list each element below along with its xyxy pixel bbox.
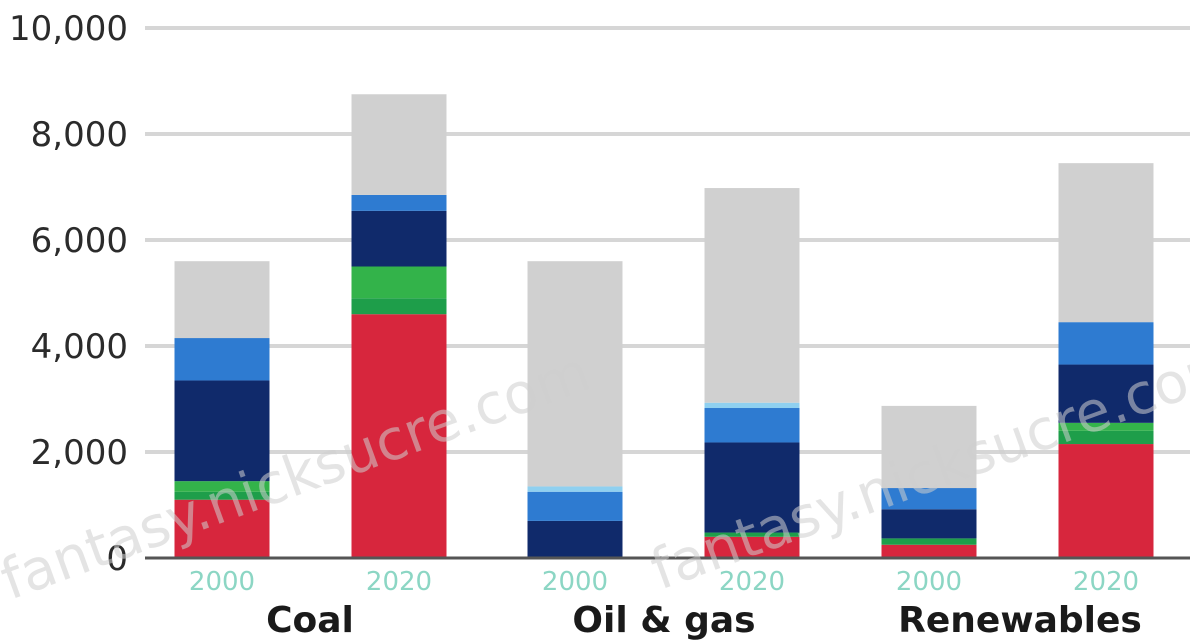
bar-segment [174, 338, 270, 381]
x-category-label: 2000 [542, 567, 608, 597]
group-label: Oil & gas [572, 600, 755, 641]
x-category-label: 2020 [719, 567, 785, 597]
bar-segment [704, 442, 800, 533]
bar-segment [1058, 444, 1154, 558]
bar-segment [881, 488, 977, 510]
bar-segment [351, 194, 447, 211]
bar-segment [351, 210, 447, 267]
bar-segment [527, 261, 623, 487]
bar-segment [527, 520, 623, 558]
bar-segment [174, 499, 270, 558]
bar-segment [527, 491, 623, 521]
bars [174, 94, 1154, 558]
y-tick-label: 10,000 [9, 9, 128, 49]
group-label: Renewables [898, 600, 1142, 641]
bar-segment [881, 544, 977, 558]
x-category-label: 2000 [896, 567, 962, 597]
bar-segment [351, 266, 447, 299]
bar-segment [1058, 322, 1154, 365]
bar-segment [704, 532, 800, 537]
gridlines [145, 26, 1190, 454]
y-tick-label: 8,000 [31, 115, 128, 155]
bar-segment [351, 94, 447, 195]
labels: 0 2,000 4,000 6,000 8,000 10,000 2000 2020 2000 2… [9, 9, 1142, 641]
bar-segment [881, 405, 977, 489]
bar-segment [1058, 430, 1154, 445]
group-label: Coal [266, 600, 354, 641]
bar-segment [704, 402, 800, 409]
bar-segment [704, 188, 800, 403]
bar-segment [1058, 163, 1154, 323]
x-category-label: 2020 [366, 567, 432, 597]
bar-segment [174, 261, 270, 339]
bar-segment [351, 314, 447, 558]
bar-segment [704, 536, 800, 558]
bar-segment [174, 380, 270, 482]
y-tick-label: 4,000 [31, 327, 128, 367]
bar-segment [704, 408, 800, 443]
bar-segment [174, 491, 270, 500]
x-category-label: 2020 [1073, 567, 1139, 597]
y-tick-label: 0 [106, 539, 128, 579]
y-tick-label: 6,000 [31, 221, 128, 261]
bar-segment [881, 538, 977, 545]
bar-segment [1058, 364, 1154, 423]
y-tick-label: 2,000 [31, 433, 128, 473]
bar-segment [527, 486, 623, 492]
bar-segment [174, 481, 270, 492]
bar-segment [351, 298, 447, 315]
bar-segment [1058, 422, 1154, 431]
watermark-text-1: fantasy.nicksucre.com [0, 340, 599, 614]
bar-segment [881, 509, 977, 539]
x-category-label: 2000 [189, 567, 255, 597]
